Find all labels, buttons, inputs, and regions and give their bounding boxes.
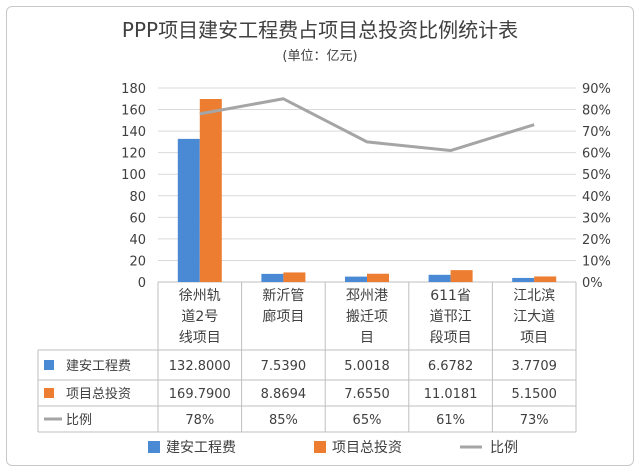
category-label: 项目 xyxy=(520,330,548,346)
chart-title: PPP项目建安工程费占项目总投资比例统计表 xyxy=(121,18,519,42)
data-label: 7.6550 xyxy=(344,387,390,402)
data-label: 169.7900 xyxy=(169,387,231,402)
y-tick-label: 0 xyxy=(138,276,146,291)
legend-key xyxy=(148,441,160,453)
category-label: 目 xyxy=(360,330,374,346)
legend-key xyxy=(314,441,326,453)
legend-label: 建安工程费 xyxy=(166,440,236,456)
category-label: 611省 xyxy=(430,288,471,304)
y-tick-label: 160 xyxy=(121,104,146,119)
chart-subtitle: (单位：亿元) xyxy=(282,49,358,64)
data-label: 65% xyxy=(353,413,382,428)
data-label: 73% xyxy=(520,413,549,428)
category-label: 段项目 xyxy=(430,330,472,346)
category-label: 道邗江 xyxy=(430,309,472,325)
category-label: 徐州轨 xyxy=(179,288,221,304)
line-series xyxy=(199,97,535,153)
y-tick-label: 60 xyxy=(129,211,146,226)
y2-tick-label: 20% xyxy=(582,233,611,248)
bar xyxy=(177,138,200,282)
y2-tick-label: 60% xyxy=(582,147,611,162)
category-label: 邳州港 xyxy=(346,288,388,304)
y-tick-label: 100 xyxy=(121,168,146,183)
bar xyxy=(512,277,535,282)
legend-key xyxy=(44,388,54,398)
bar xyxy=(261,273,284,282)
y2-tick-label: 70% xyxy=(582,125,611,140)
bar xyxy=(345,276,367,282)
category-label: 搬迁项 xyxy=(346,309,388,325)
y-tick-label: 120 xyxy=(121,147,146,162)
series-name: 建安工程费 xyxy=(66,359,131,374)
data-label: 3.7709 xyxy=(511,359,557,374)
legend-label: 项目总投资 xyxy=(332,440,402,456)
bar xyxy=(534,276,557,282)
data-label: 8.8694 xyxy=(261,387,307,402)
bar xyxy=(367,273,389,282)
data-label: 7.5390 xyxy=(261,359,307,374)
y2-tick-label: 50% xyxy=(582,168,611,183)
data-label: 11.0181 xyxy=(424,387,478,402)
category-label: 线项目 xyxy=(179,330,221,346)
chart-frame xyxy=(6,6,634,466)
data-label: 85% xyxy=(269,413,298,428)
series-name: 项目总投资 xyxy=(66,386,131,402)
y-tick-label: 20 xyxy=(129,254,146,269)
category-label: 江北滨 xyxy=(513,288,555,304)
data-label: 61% xyxy=(436,413,465,428)
data-label: 132.8000 xyxy=(169,359,231,374)
y-tick-label: 140 xyxy=(121,125,146,140)
y2-tick-label: 90% xyxy=(582,82,611,97)
category-label: 廊项目 xyxy=(262,308,304,325)
category-label: 江大道 xyxy=(513,309,555,325)
data-label: 78% xyxy=(185,413,214,428)
data-label: 5.0018 xyxy=(344,359,390,374)
bar xyxy=(450,270,473,282)
y2-tick-label: 40% xyxy=(582,190,611,205)
category-label: 道2号 xyxy=(181,309,218,325)
bar xyxy=(283,272,306,282)
y-tick-label: 80 xyxy=(129,190,146,205)
y2-tick-label: 80% xyxy=(582,104,611,119)
y2-tick-label: 10% xyxy=(582,254,611,269)
bar xyxy=(199,99,222,282)
legend-key xyxy=(44,360,54,370)
category-label: 新沂管 xyxy=(262,288,304,304)
y2-tick-label: 30% xyxy=(582,211,611,226)
data-label: 6.6782 xyxy=(428,359,474,374)
data-label: 5.1500 xyxy=(511,387,557,402)
y-tick-label: 180 xyxy=(121,82,146,97)
legend-label: 比例 xyxy=(490,440,518,456)
series-name: 比例 xyxy=(66,413,92,428)
y2-tick-label: 0% xyxy=(582,276,603,291)
bar xyxy=(428,274,451,282)
y-tick-label: 40 xyxy=(129,233,146,248)
